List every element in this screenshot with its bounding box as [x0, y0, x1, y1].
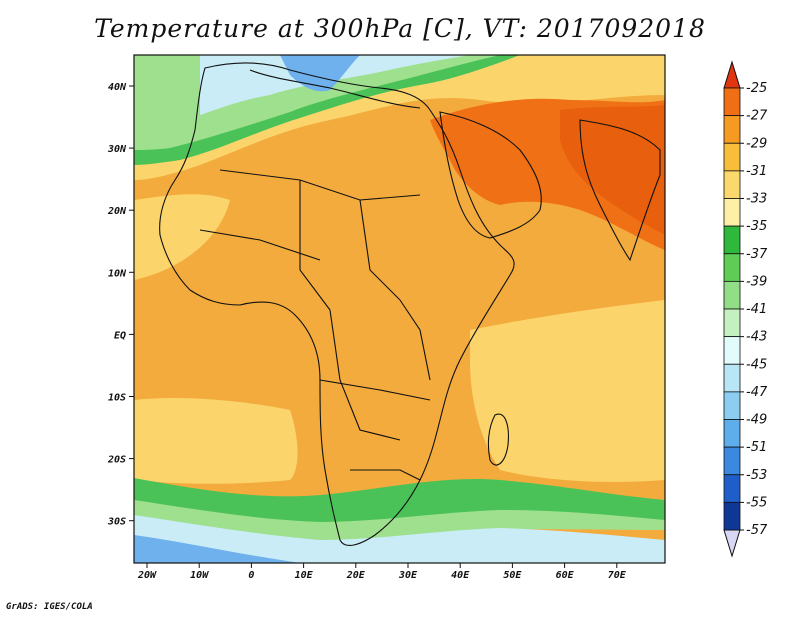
colorbar-label: -27	[746, 109, 768, 124]
colorbar-label: -35	[746, 219, 767, 234]
lat-tick-label: 10S	[108, 393, 126, 404]
lat-tick-label: 20N	[107, 206, 127, 217]
south-atlantic-yellow	[134, 398, 298, 484]
colorbar-swatch	[723, 280, 741, 310]
colorbar-swatch	[723, 474, 741, 503]
north-cyan	[200, 55, 470, 115]
colorbar-label: -39	[746, 274, 767, 289]
colorbar-swatch	[723, 501, 741, 531]
colorbar-swatch	[723, 87, 741, 117]
south-cyan	[134, 515, 665, 563]
colorbar-label: -33	[746, 192, 767, 207]
border-3	[359, 199, 401, 301]
credit-text: GrADS: IGES/COLA	[6, 602, 93, 612]
lon-tick-label: 70E	[608, 570, 627, 581]
lat-tick-label: EQ	[114, 330, 126, 341]
lat-tick-label: 40N	[108, 82, 127, 93]
lon-tick-label: 10E	[295, 570, 314, 581]
lon-tick-label: 20W	[137, 570, 157, 581]
colorbar-swatch	[723, 253, 741, 282]
border-6	[399, 299, 431, 381]
colorbar-swatch	[723, 170, 741, 199]
south-blue	[134, 535, 300, 563]
colorbar-swatch	[723, 363, 741, 393]
colorbar-swatch	[723, 446, 741, 476]
lon-tick-label: 30E	[398, 570, 418, 581]
border-5	[329, 309, 401, 441]
latitude-ticks: 40N 30N 20N 10N EQ 10S 20S 30S	[107, 82, 134, 528]
border-2	[299, 180, 331, 311]
lat-tick-label: 30S	[107, 517, 126, 528]
colorbar-label: -41	[746, 302, 767, 317]
coastlines	[159, 62, 661, 546]
colorbar-label: -31	[746, 164, 767, 179]
atlantic-yellow	[134, 194, 230, 280]
colorbar-high-arrow	[723, 60, 741, 89]
chart-title: Temperature at 300hPa [C], VT: 201709201…	[94, 14, 706, 43]
south-light-green	[134, 500, 665, 545]
indian-yellow	[470, 300, 665, 482]
colorbar-swatch	[723, 308, 741, 338]
border-4	[199, 229, 321, 261]
india-outline	[579, 119, 661, 262]
africa-outline	[159, 62, 515, 546]
colorbar-label: -47	[746, 385, 768, 400]
colorbar-swatch	[723, 419, 741, 448]
temperature-field	[134, 55, 665, 563]
lon-tick-label: 0	[248, 570, 254, 581]
colorbar-label: -57	[746, 523, 768, 538]
colorbar: -25 -27 -29 -31 -33 -35 -37 -39 -41 -43 -45 -47 -49 -…	[723, 60, 768, 558]
longitude-ticks: 20W 10W 0 10E 20E 30E 40E 50E 60E 70E	[137, 563, 627, 581]
border-1	[219, 169, 421, 201]
colorbar-swatch	[723, 225, 741, 255]
lon-tick-label: 40E	[451, 570, 470, 581]
lat-tick-label: 30N	[107, 144, 127, 155]
border-7	[319, 379, 431, 401]
border-8	[350, 469, 421, 481]
colorbar-swatch	[723, 115, 741, 144]
colorbar-swatch	[723, 142, 741, 172]
lat-tick-label: 20S	[107, 455, 126, 466]
lon-tick-label: 60E	[556, 570, 575, 581]
colorbar-label: -53	[746, 468, 767, 483]
colorbar-label: -45	[746, 357, 767, 372]
map-border	[133, 54, 666, 564]
colorbar-label: -37	[746, 247, 768, 262]
lat-tick-label: 10N	[108, 268, 127, 279]
lon-tick-label: 20E	[346, 570, 366, 581]
colorbar-label: -49	[746, 413, 767, 428]
colorbar-swatch	[723, 391, 741, 420]
lon-tick-label: 50E	[503, 570, 522, 581]
arabia-outline	[439, 111, 542, 239]
colorbar-swatch	[723, 336, 741, 365]
colorbar-label: -51	[746, 440, 767, 455]
south-green-band	[134, 478, 665, 530]
colorbar-label: -29	[746, 136, 767, 151]
madagascar	[487, 413, 509, 466]
lon-tick-label: 10W	[190, 570, 209, 581]
mediterranean-coast	[249, 69, 421, 109]
colorbar-label: -55	[746, 495, 767, 510]
asia-hottest	[560, 105, 665, 235]
colorbar-label: -43	[746, 330, 767, 345]
colorbar-label: -25	[746, 81, 767, 96]
colorbar-low-arrow	[723, 529, 741, 558]
colorbar-swatch	[723, 198, 741, 227]
